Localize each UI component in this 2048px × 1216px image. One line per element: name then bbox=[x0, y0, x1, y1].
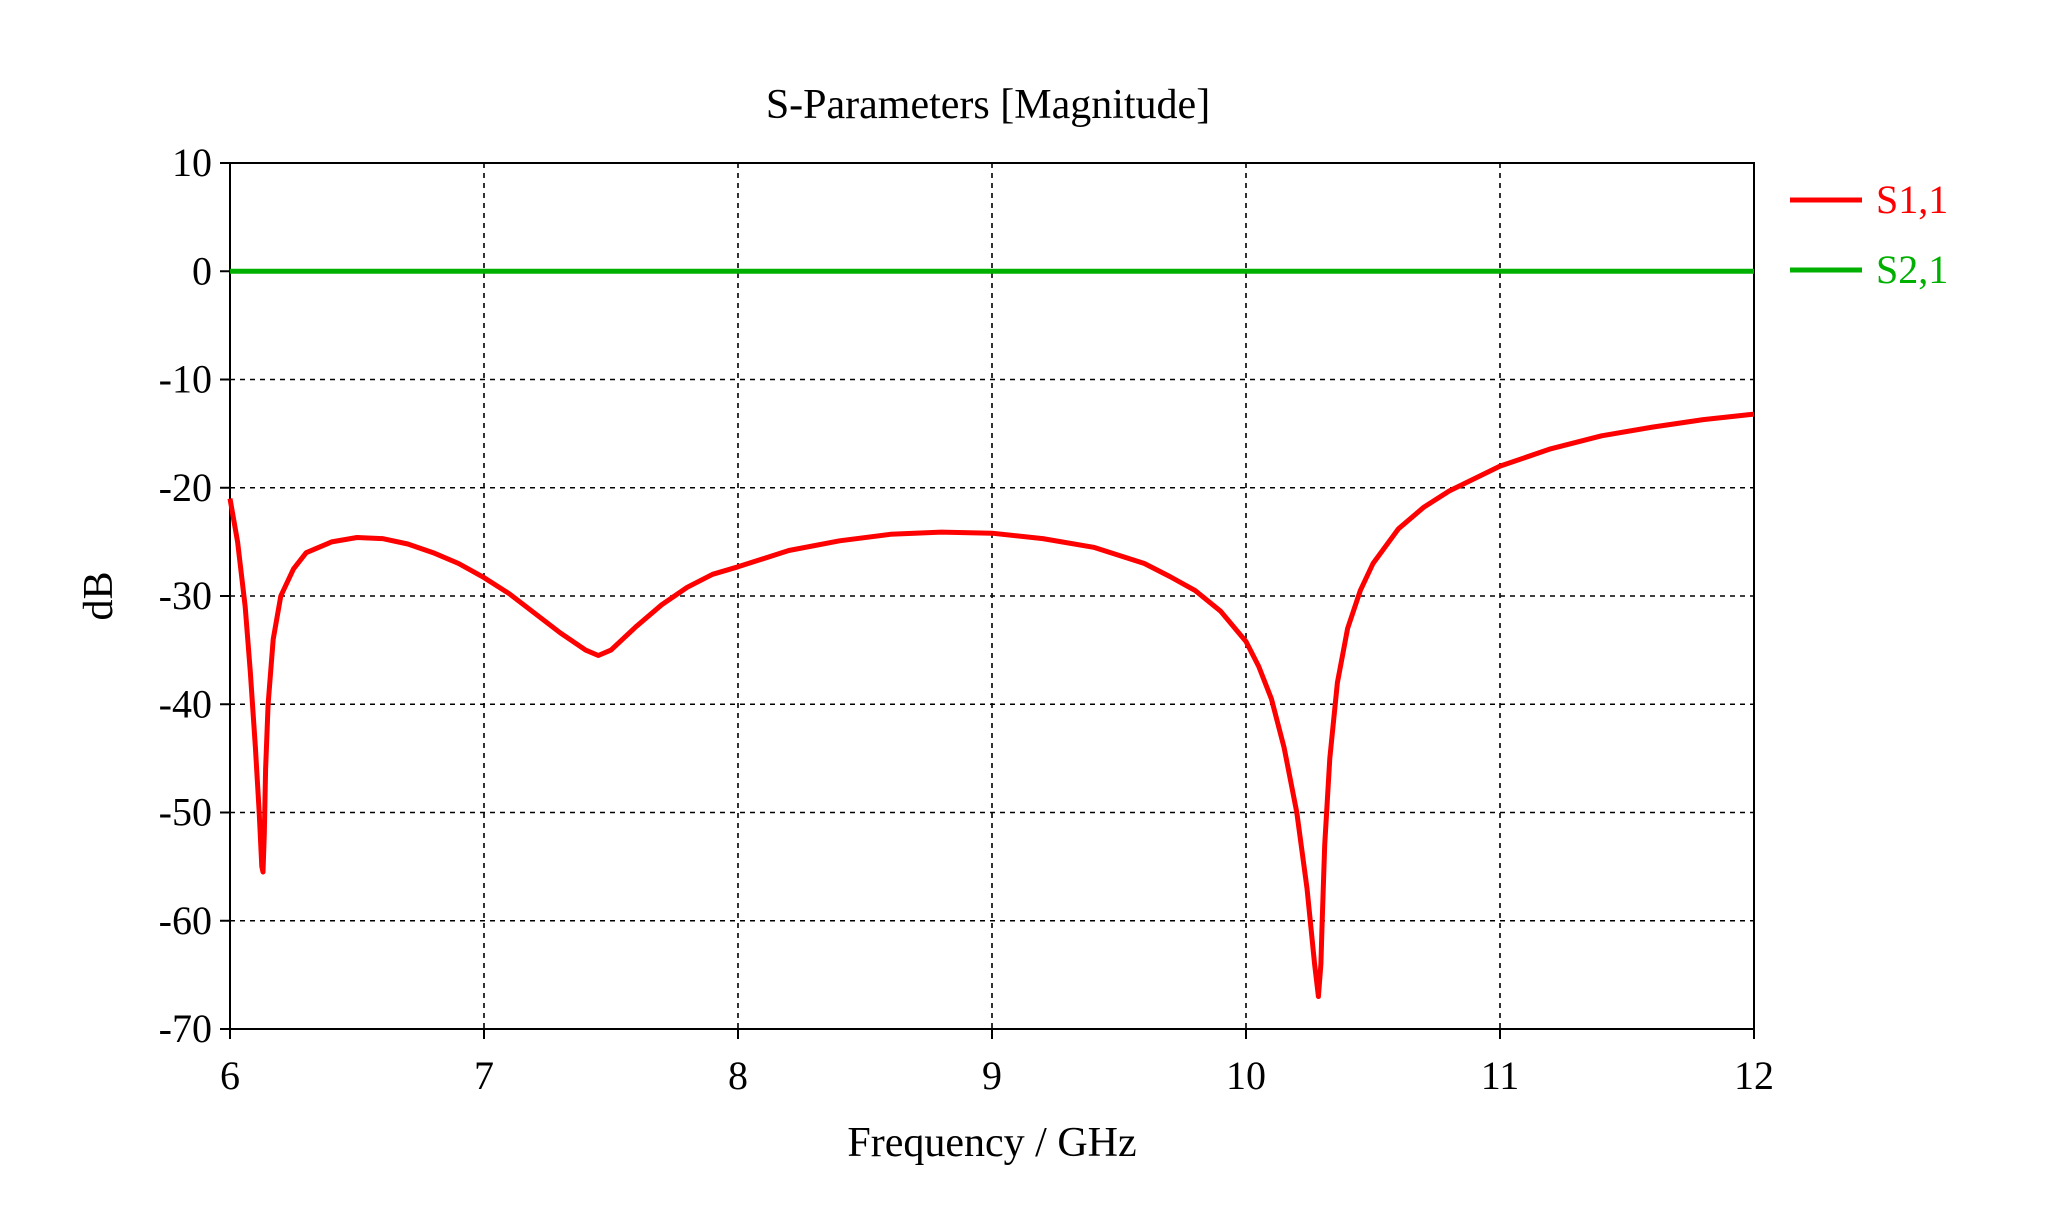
grid bbox=[230, 163, 1754, 1029]
y-tick-label: -40 bbox=[159, 681, 212, 726]
axis-ticks: 6 7 8 9 10 11 12 10 0 -10 -20 -30 -40 -50 -60 -70 bbox=[159, 140, 1774, 1098]
legend: S1,1 S2,1 bbox=[1790, 177, 1948, 292]
legend-label: S1,1 bbox=[1876, 177, 1948, 222]
series-lines bbox=[227, 268, 1755, 999]
legend-label: S2,1 bbox=[1876, 247, 1948, 292]
y-tick-label: 0 bbox=[192, 248, 212, 293]
y-tick-label: -50 bbox=[159, 790, 212, 835]
y-tick-label: -60 bbox=[159, 898, 212, 943]
y-tick-label: -30 bbox=[159, 573, 212, 618]
y-tick-label: -20 bbox=[159, 465, 212, 510]
x-tick-label: 7 bbox=[474, 1053, 494, 1098]
chart-title: S-Parameters [Magnitude] bbox=[766, 82, 1210, 128]
y-tick-label: -10 bbox=[159, 357, 212, 402]
x-tick-label: 8 bbox=[728, 1053, 748, 1098]
y-axis-label: dB bbox=[76, 571, 122, 620]
y-tick-label: -70 bbox=[159, 1006, 212, 1051]
x-tick-label: 10 bbox=[1226, 1053, 1266, 1098]
x-axis-label: Frequency / GHz bbox=[847, 1120, 1136, 1166]
x-tick-label: 6 bbox=[220, 1053, 240, 1098]
y-tick-label: 10 bbox=[172, 140, 212, 185]
x-tick-label: 11 bbox=[1481, 1053, 1520, 1098]
x-tick-label: 12 bbox=[1734, 1053, 1774, 1098]
x-tick-label: 9 bbox=[982, 1053, 1002, 1098]
series-line-1 bbox=[227, 411, 1755, 999]
